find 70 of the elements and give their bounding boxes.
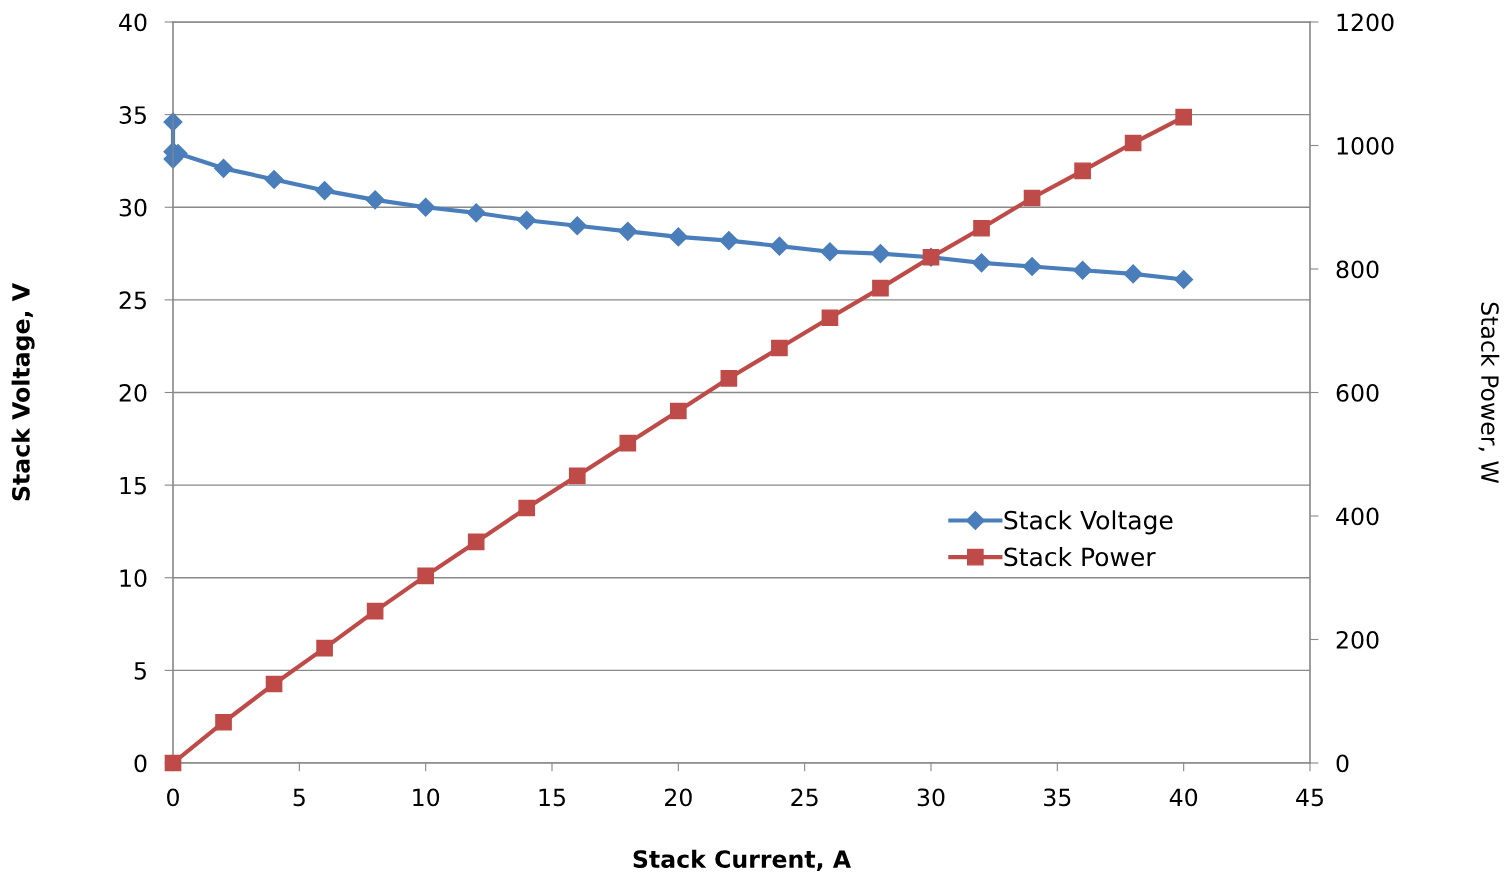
x-tick-label: 15: [539, 788, 565, 807]
y-tick-label: 0: [134, 754, 147, 773]
point: [1074, 162, 1091, 180]
point: [719, 231, 739, 251]
point: [971, 253, 992, 273]
point: [618, 221, 638, 241]
point: [619, 434, 637, 452]
y-tick-label: 35: [119, 106, 146, 124]
point: [416, 197, 436, 217]
y2-tick-label: 800: [1336, 260, 1379, 279]
y2-axis-title: Stack Power, W: [1478, 302, 1500, 484]
point: [1174, 269, 1194, 290]
point: [771, 339, 788, 357]
point: [820, 242, 840, 262]
point: [518, 499, 536, 517]
point: [669, 402, 687, 420]
point: [164, 754, 182, 772]
point: [366, 602, 384, 620]
y-tick-label: 15: [120, 476, 146, 495]
point: [720, 369, 738, 387]
y2-tick-label: 600: [1336, 383, 1379, 402]
legend-label: Stack Voltage: [1004, 510, 1173, 535]
point: [365, 190, 385, 210]
point: [870, 244, 891, 264]
point: [264, 169, 284, 189]
point: [973, 219, 990, 237]
legend-label: Stack Power: [1004, 546, 1156, 567]
x-tick-label: 40: [1169, 788, 1198, 807]
point: [213, 158, 234, 178]
point: [1123, 264, 1143, 284]
point: [1175, 108, 1193, 126]
point: [769, 236, 789, 256]
y-tick-label: 30: [119, 198, 147, 217]
y-tick-label: 10: [120, 569, 147, 588]
x-tick-label: 5: [293, 788, 305, 807]
point: [567, 216, 587, 236]
x-tick-label: 45: [1296, 788, 1323, 807]
point: [1022, 256, 1042, 277]
y-tick-label: 20: [119, 383, 147, 402]
point: [265, 675, 283, 693]
y-axis-title: Stack Voltage, V: [11, 283, 35, 501]
x-tick-label: 20: [665, 788, 692, 807]
point: [872, 279, 889, 297]
point: [568, 467, 586, 485]
y2-tick-label: 1000: [1337, 136, 1394, 155]
y2-tick-label: 400: [1336, 507, 1379, 526]
y-tick-label: 25: [119, 291, 146, 310]
point: [316, 639, 333, 657]
point: [417, 567, 435, 585]
x-tick-label: 10: [413, 788, 440, 807]
point: [467, 533, 485, 551]
y-tick-label: 40: [119, 13, 147, 32]
x-tick-label: 0: [167, 788, 179, 807]
x-tick-label: 35: [1044, 788, 1071, 807]
point: [1023, 189, 1041, 207]
y2-tick-label: 0: [1336, 754, 1349, 773]
x-tick-label: 30: [917, 788, 945, 807]
point: [668, 227, 688, 247]
y-tick-label: 5: [134, 662, 146, 680]
point: [1073, 260, 1093, 280]
y2-tick-label: 1200: [1337, 13, 1394, 32]
x-tick-label: 25: [791, 788, 818, 807]
x-axis-title: Stack Current, A: [633, 849, 851, 872]
point: [315, 181, 335, 201]
point: [821, 309, 839, 327]
point: [466, 203, 486, 223]
point: [1124, 134, 1142, 152]
point: [215, 713, 232, 731]
y2-tick-label: 200: [1336, 630, 1379, 649]
point: [517, 210, 537, 230]
